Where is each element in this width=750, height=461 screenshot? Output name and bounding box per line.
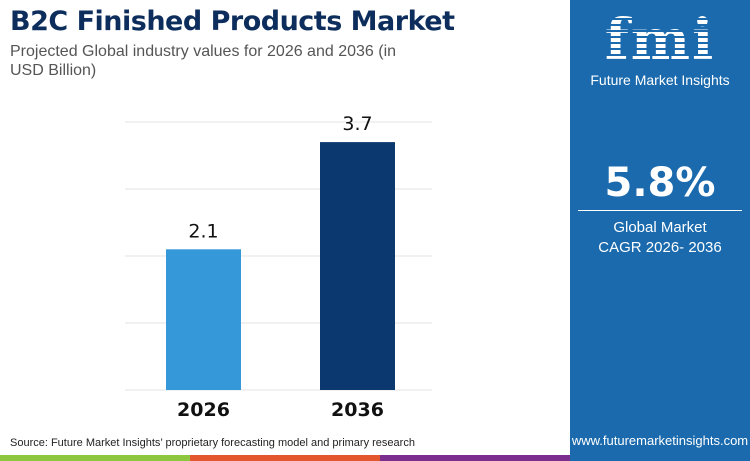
cagr-label-2: CAGR 2026- 2036 <box>598 239 722 256</box>
page-title: B2C Finished Products Market <box>10 6 455 37</box>
bar-chart: 2.1 2026 3.7 2036 <box>125 113 432 421</box>
data-label: 3.7 <box>342 113 372 135</box>
website-link[interactable]: www.futuremarketinsights.com <box>571 433 749 448</box>
logo-name: Future Market Insights <box>590 72 730 88</box>
cagr-label: Global Market CAGR 2026- 2036 <box>570 218 750 258</box>
logo-mark: fmi <box>570 8 750 72</box>
cagr-value: 5.8% <box>604 160 716 206</box>
fmi-logo: fmi Future Market Insights <box>570 8 750 88</box>
stripe-orange <box>190 455 380 461</box>
divider <box>578 210 742 211</box>
x-tick-label: 2026 <box>177 399 230 421</box>
cagr-label-1: Global Market <box>613 219 707 236</box>
data-label: 2.1 <box>188 220 218 242</box>
x-tick-label: 2036 <box>331 399 384 421</box>
stripe-purple <box>380 455 570 461</box>
bar-2036 <box>320 142 395 390</box>
stripe-green <box>0 455 190 461</box>
source-note: Source: Future Market Insights’ propriet… <box>10 437 415 449</box>
bar-2026 <box>166 249 241 390</box>
subtitle: Projected Global industry values for 202… <box>10 43 397 79</box>
side-panel: fmi Future Market Insights 5.8% Global M… <box>570 0 750 461</box>
